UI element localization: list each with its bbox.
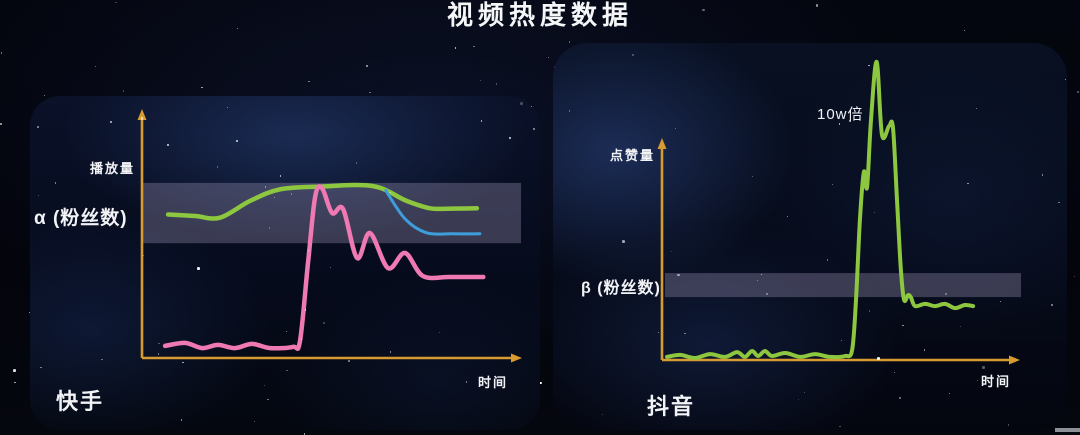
douyin-y-axis-label: 点赞量 — [609, 148, 655, 163]
kuaishou-platform-label: 快手 — [56, 389, 105, 414]
star — [0, 52, 2, 54]
star — [366, 65, 368, 67]
star — [13, 369, 16, 373]
star — [0, 123, 2, 125]
bottom-right-gray-line — [1055, 428, 1080, 432]
douyin-chart-panel: 点赞量 β (粉丝数) 10w倍 时间 抖音 — [553, 43, 1067, 430]
douyin-spike-annotation: 10w倍 — [817, 106, 864, 123]
star — [94, 65, 97, 68]
star — [201, 86, 203, 89]
kuaishou-x-axis-label: 时间 — [478, 375, 509, 390]
douyin-green-line — [665, 59, 976, 360]
douyin-x-axis-label: 时间 — [981, 374, 1012, 389]
kuaishou-y-axis-arrow — [137, 109, 147, 120]
kuaishou-blue-line — [384, 189, 482, 236]
kuaishou-pink-line — [162, 184, 486, 351]
star — [479, 79, 481, 82]
star — [548, 56, 550, 59]
star — [1073, 276, 1076, 278]
kuaishou-chart-svg — [137, 109, 522, 363]
star — [963, 29, 966, 32]
kuaishou-x-axis-arrow — [511, 353, 522, 363]
douyin-platform-label: 抖音 — [647, 394, 696, 419]
star — [454, 47, 457, 49]
douyin-x-axis-arrow — [1009, 355, 1020, 365]
douyin-chart-svg — [657, 59, 1021, 365]
star — [308, 80, 310, 83]
star — [495, 83, 498, 85]
douyin-band-label: β (粉丝数) — [581, 280, 661, 297]
douyin-highlight-band — [665, 273, 1021, 298]
kuaishou-y-axis-label: 播放量 — [89, 161, 135, 176]
star — [14, 382, 16, 384]
page-title: 视频热度数据 — [446, 0, 633, 30]
star — [369, 91, 371, 94]
douyin-y-axis-arrow — [657, 138, 667, 149]
star — [1077, 91, 1079, 93]
kuaishou-band-label: α (粉丝数) — [34, 208, 128, 229]
star — [473, 45, 475, 48]
kuaishou-chart-panel: 播放量 α (粉丝数) 时间 快手 — [30, 96, 540, 430]
star — [123, 90, 125, 92]
